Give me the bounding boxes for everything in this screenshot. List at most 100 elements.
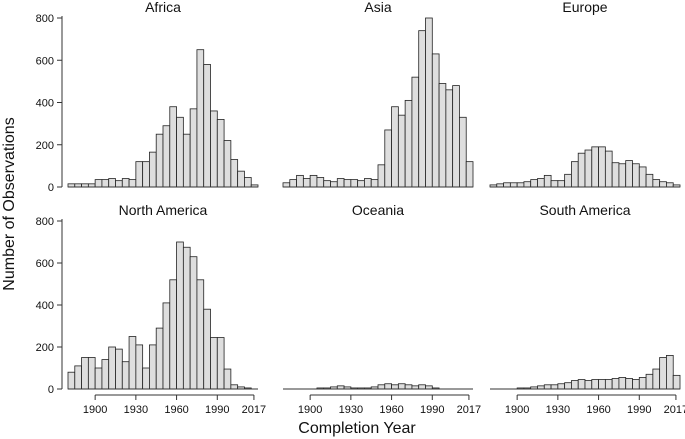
bar-south-america-1935 [564,382,572,390]
bar-africa-2005 [237,170,245,188]
bar-asia-1940 [364,178,372,188]
bar-south-america-1980 [625,378,633,390]
y-tick-label: 200 [36,140,54,152]
bar-africa-1975 [196,49,205,188]
bar-africa-1900 [94,179,103,188]
bar-north-america-1895 [87,357,96,390]
bar-oceania-1980 [418,384,426,390]
bar-asia-1885 [289,179,297,188]
bar-europe-1975 [618,163,627,188]
bar-asia-1915 [330,181,338,188]
panel-title: North America [119,202,208,218]
bar-south-america-2010 [666,354,674,390]
bar-africa-1915 [115,180,123,188]
bar-europe-1960 [598,146,606,188]
bar-south-america-1990 [638,377,647,390]
x-tick-label: 2017 [457,404,481,416]
bar-europe-1985 [632,163,640,188]
bar-europe-1945 [577,152,586,188]
x-tick-label: 2017 [664,404,685,416]
bar-africa-1940 [149,151,157,188]
bar-north-america-1975 [196,279,205,390]
bar-europe-1895 [509,182,518,188]
bar-north-america-1905 [101,359,110,390]
y-tick-label: 400 [36,300,54,312]
bar-north-america-1915 [115,348,123,390]
bar-europe-1940 [571,161,579,188]
bar-south-america-1930 [557,383,566,390]
bar-asia-1980 [418,30,426,188]
bar-europe-1970 [611,162,620,188]
bar-asia-2005 [452,85,460,188]
bar-africa-1950 [162,125,171,188]
bar-north-america-1885 [74,365,82,390]
panel-title: Oceania [352,202,404,218]
panel-title: Asia [364,0,391,15]
bar-north-america-2000 [230,384,239,390]
bar-europe-1890 [503,182,511,188]
bar-north-america-1910 [108,346,116,390]
x-tick-label: 1900 [83,404,107,416]
bar-africa-1910 [108,178,116,188]
y-tick-label: 800 [36,13,54,25]
bar-north-america-1890 [81,357,89,390]
bar-europe-1995 [645,173,654,188]
bar-europe-1980 [625,160,633,188]
bar-africa-1920 [121,178,130,188]
bar-africa-1930 [135,161,144,188]
bar-asia-1960 [391,106,399,188]
bar-europe-1935 [564,173,572,188]
bar-europe-2005 [659,181,667,188]
bar-europe-2010 [666,182,674,188]
bar-africa-1960 [176,116,184,188]
x-tick-label: 1960 [586,404,610,416]
bar-north-america-1930 [135,344,144,390]
bar-asia-1930 [350,179,359,188]
bar-south-america-1940 [571,380,579,390]
bar-north-america-1925 [128,336,137,390]
panel-title: Africa [145,0,181,15]
bar-asia-1935 [357,180,365,188]
bar-north-america-1880 [67,371,76,390]
bar-north-america-1980 [203,308,211,390]
bar-asia-1985 [425,17,433,188]
bar-asia-1890 [296,174,304,188]
bar-asia-1895 [302,178,311,188]
x-tick-label: 1960 [164,404,188,416]
bar-south-america-1925 [550,384,559,390]
bar-north-america-1965 [182,246,191,390]
panel-title: Europe [562,0,607,15]
bar-europe-1910 [530,179,538,188]
bar-africa-1935 [142,161,150,188]
bar-south-america-2000 [652,368,661,390]
panel-europe: Europe [489,0,681,188]
bar-asia-1900 [309,174,318,188]
bar-asia-1905 [316,177,325,188]
x-tick-label: 1900 [298,404,322,416]
bar-europe-1915 [537,178,545,188]
bar-europe-1925 [550,180,559,188]
bar-south-america-2005 [659,357,667,390]
x-tick-label: 1930 [546,404,570,416]
panel-oceania: Oceania 1900 1930 1960 1990 2017 [283,202,481,416]
bar-south-america-1960 [598,379,606,390]
bar-europe-1905 [523,181,532,188]
bar-oceania-1950 [377,384,386,390]
bar-europe-1930 [557,180,566,188]
x-tick-label: 1960 [379,404,403,416]
bar-africa-1990 [216,119,225,188]
bar-europe-1965 [604,150,613,188]
y-tick-label: 600 [36,55,54,67]
bar-north-america-1960 [176,241,184,390]
bar-africa-1970 [189,108,198,188]
bar-asia-2010 [459,116,467,188]
bar-asia-2000 [445,89,454,188]
bar-south-america-1975 [618,377,627,390]
x-tick-label: 1990 [627,404,651,416]
bar-africa-1985 [210,110,218,188]
bar-asia-2015 [465,161,474,188]
x-axis-title: Completion Year [298,420,416,437]
bar-north-america-1945 [155,327,164,390]
bar-africa-1980 [203,64,211,188]
bar-asia-1950 [377,164,386,188]
